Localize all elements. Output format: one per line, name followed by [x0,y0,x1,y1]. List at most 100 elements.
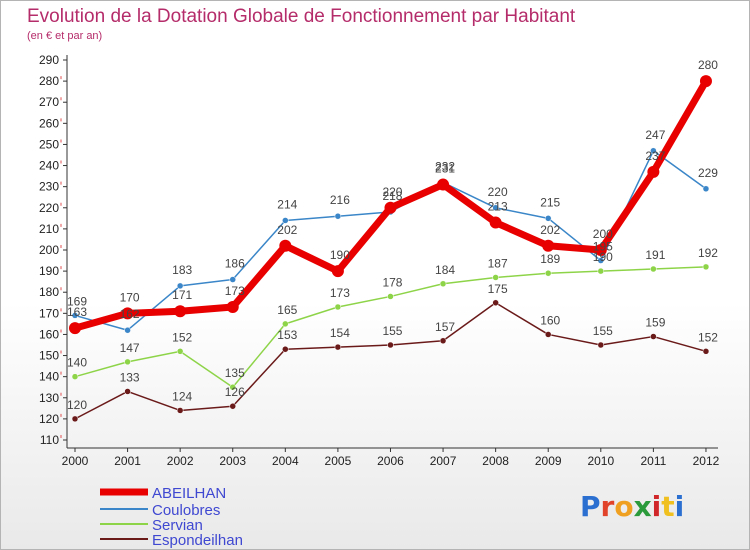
axes: 110 120 130 140 150 160 170 180 190 200 210 220 230 2… [39,53,720,468]
data-label: 140 [67,356,87,370]
logo-letter: P [580,490,601,523]
data-point [282,345,289,353]
data-point [121,307,134,320]
data-label: 220 [488,185,508,199]
y-tick-label: 220 [39,201,59,215]
data-label: 135 [225,366,245,380]
x-tick-label: 2010 [587,454,614,468]
data-label: 173 [225,284,245,298]
data-label: 195 [593,240,613,254]
data-point [542,239,555,252]
data-label: 215 [540,195,560,209]
data-point [647,165,660,178]
y-tick-label: 210 [39,222,59,236]
data-point [124,326,131,334]
data-point [279,239,292,252]
data-label: 178 [382,275,402,289]
x-tick-label: 2007 [430,454,457,468]
data-label: 120 [67,398,87,412]
data-point [229,276,236,283]
y-tick-label: 270 [39,95,59,109]
series-lines [69,75,712,423]
data-label: 202 [277,223,297,237]
data-label: 189 [540,252,560,266]
y-tick-label: 250 [39,137,59,151]
data-label: 231 [435,162,455,176]
y-tick-label: 230 [39,180,59,194]
data-label: 155 [593,324,613,338]
logo-letter: o [614,490,633,523]
data-point [124,388,131,395]
data-label: 190 [593,250,613,264]
proxiti-logo-text: Proxiti [580,490,684,523]
data-label: 175 [488,282,508,296]
y-tick-label: 240 [39,159,59,173]
data-point [334,343,342,351]
y-tick-label: 160 [39,327,59,341]
logo-letter: i [675,490,685,523]
data-point [489,216,502,229]
data-label: 165 [277,303,297,317]
logo-letter: r [601,490,615,523]
y-tick-label: 280 [39,74,59,88]
data-label: 191 [645,248,665,262]
data-label: 229 [698,166,718,180]
data-point [492,204,499,212]
data-label: 169 [67,294,87,308]
data-label: 214 [277,197,297,211]
data-point [699,75,712,88]
data-point [702,263,710,271]
legend-label-abeilhan: ABEILHAN [152,485,226,502]
series-line-espondeilhan [74,302,707,420]
x-tick-label: 2002 [167,454,194,468]
data-label: 216 [330,193,350,207]
data-point [384,201,397,214]
data-label: 147 [120,341,140,355]
data-label: 192 [698,246,718,260]
data-point [544,331,552,338]
y-tick-label: 200 [39,243,59,257]
data-point [334,212,342,220]
data-labels: 163 170 171 173 202 190 220 231 213 202 200 237 280 1… [67,58,718,412]
y-tick-label: 120 [39,412,59,426]
data-point [71,312,79,319]
data-point [594,244,607,256]
data-label: 220 [382,185,402,199]
data-label: 160 [540,313,560,327]
x-tick-label: 2000 [62,454,89,468]
data-point [439,280,447,288]
data-label: 124 [172,389,192,403]
y-tick-label: 150 [39,349,59,363]
data-point [176,282,184,290]
data-label: 159 [645,316,665,330]
data-label: 190 [330,248,350,262]
x-tick-label: 2012 [693,454,720,468]
data-label: 183 [172,263,192,277]
logo-letter: x [634,490,652,523]
data-point [544,269,552,277]
data-label: 152 [698,330,718,344]
data-label: 184 [435,263,455,277]
x-tick-label: 2006 [377,454,404,468]
y-tick-label: 260 [39,116,59,130]
legend-label-espondeilhan: Espondeilhan [152,532,243,549]
data-point [702,185,710,193]
data-point [437,178,450,191]
y-tick-label: 110 [40,433,59,447]
data-point [176,407,184,414]
y-tick-label: 170 [39,306,59,320]
x-tick-label: 2003 [219,454,246,468]
data-point [597,257,605,264]
data-label: 200 [593,227,613,241]
data-label: 162 [120,307,140,321]
data-point [226,301,239,313]
data-point [69,322,81,335]
data-label: 133 [120,370,140,384]
y-tick-label: 140 [39,370,59,384]
data-point [492,299,499,307]
data-point [229,383,236,391]
data-label: 186 [225,257,245,271]
data-label: 280 [698,58,718,72]
data-point [124,358,131,366]
